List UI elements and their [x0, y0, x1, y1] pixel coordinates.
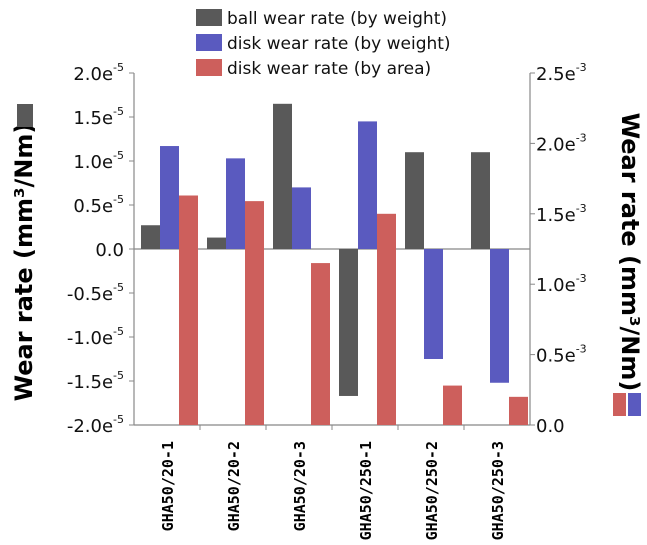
right-tick-label: 0.0: [536, 416, 565, 437]
right-tick-label: 0.5e-3: [536, 343, 587, 367]
bar-ball-wear-rate-by-weight--2: [273, 103, 292, 249]
left-tick-label: 0.0: [95, 240, 124, 261]
category-label: GHA50/20-1: [159, 441, 177, 531]
right-tick-label: 2.5e-3: [536, 61, 587, 85]
legend-swatch: [196, 59, 222, 76]
bar-disk-wear-rate-by-weight--0: [160, 146, 179, 249]
left-tick-label: 1.0e-5: [73, 149, 124, 173]
category-label: GHA50/250-1: [357, 441, 375, 540]
category-label: GHA50/20-3: [291, 441, 309, 531]
bar-ball-wear-rate-by-weight--0: [141, 225, 160, 249]
right-axis-series-swatch-area: [613, 393, 626, 416]
bar-disk-wear-rate-by-area--1: [245, 201, 264, 425]
bar-disk-wear-rate-by-area--0: [179, 195, 198, 425]
bar-disk-wear-rate-by-weight--3: [358, 121, 377, 249]
legend-label: disk wear rate (by weight): [227, 34, 451, 54]
left-tick-label: 2.0e-5: [73, 61, 124, 85]
legend: ball wear rate (by weight) disk wear rate…: [196, 9, 451, 79]
bar-ball-wear-rate-by-weight--1: [207, 237, 226, 249]
bar-disk-wear-rate-by-area--3: [377, 213, 396, 425]
left-tick-label: -1.5e-5: [67, 369, 124, 393]
bar-disk-wear-rate-by-area--4: [443, 385, 462, 425]
legend-label: disk wear rate (by area): [227, 59, 431, 79]
legend-swatch: [196, 34, 222, 51]
right-axis-title: Wear rate (mm³/Nm): [616, 113, 644, 392]
legend-label: ball wear rate (by weight): [227, 9, 447, 29]
left-tick-label: -1.0e-5: [67, 325, 124, 349]
left-axis-ticks: 2.0e-5 1.5e-5 1.0e-5 0.5e-5 0.0 -0.5e-5 -1.0e-…: [67, 61, 134, 437]
left-tick-label: 0.5e-5: [73, 193, 124, 217]
plot-area: [133, 73, 531, 426]
bar-disk-wear-rate-by-weight--4: [424, 249, 443, 359]
bar-disk-wear-rate-by-area--5: [509, 396, 528, 425]
category-label: GHA50/250-3: [489, 441, 507, 540]
category-label: GHA50/20-2: [225, 441, 243, 531]
bar-disk-wear-rate-by-weight--2: [292, 187, 311, 249]
right-tick-label: 1.5e-3: [536, 202, 587, 226]
right-tick-label: 2.0e-3: [536, 131, 587, 155]
bar-disk-wear-rate-by-weight--5: [490, 249, 509, 383]
category-labels: GHA50/20-1 GHA50/20-2 GHA50/20-3 GHA50/250-…: [159, 425, 507, 540]
left-tick-label: 1.5e-5: [73, 105, 124, 129]
left-tick-label: -2.0e-5: [67, 413, 124, 437]
bar-disk-wear-rate-by-area--2: [311, 263, 330, 425]
left-axis-series-swatch-ball: [17, 104, 33, 127]
bar-ball-wear-rate-by-weight--3: [339, 249, 358, 396]
category-label: GHA50/250-2: [423, 441, 441, 540]
left-tick-label: -0.5e-5: [67, 281, 124, 305]
bar-disk-wear-rate-by-weight--1: [226, 158, 245, 249]
left-axis-title: Wear rate (mm³/Nm): [10, 123, 38, 402]
bar-ball-wear-rate-by-weight--4: [405, 152, 424, 249]
bar-ball-wear-rate-by-weight--5: [471, 152, 490, 249]
right-axis-ticks: 2.5e-3 2.0e-3 1.5e-3 1.0e-3 0.5e-3 0.0: [530, 61, 587, 437]
right-tick-label: 1.0e-3: [536, 272, 587, 296]
right-axis-series-swatch-disk: [628, 393, 641, 416]
legend-swatch: [196, 9, 222, 26]
